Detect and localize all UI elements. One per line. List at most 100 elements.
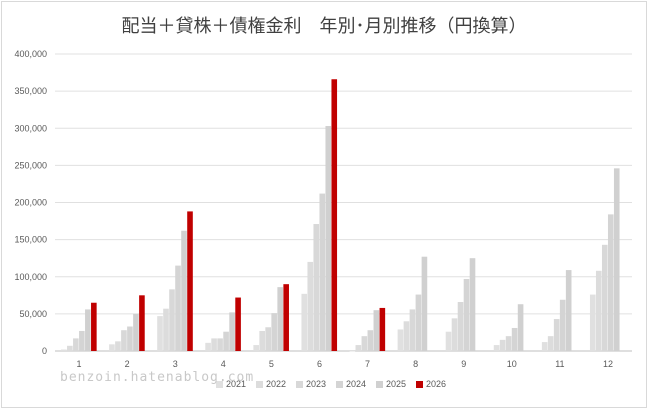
bar xyxy=(217,338,223,351)
x-tick-label: 4 xyxy=(221,359,226,369)
bar xyxy=(109,344,115,351)
legend-swatch xyxy=(296,381,303,388)
legend-label: 2024 xyxy=(346,379,366,389)
bar xyxy=(409,309,416,351)
bar xyxy=(157,316,163,351)
bar xyxy=(553,319,560,351)
bar xyxy=(211,338,217,351)
bar xyxy=(229,312,235,351)
bar xyxy=(187,211,193,351)
bar xyxy=(595,270,602,351)
bar xyxy=(589,294,596,351)
legend-swatch xyxy=(416,381,423,388)
watermark: benzoin.hatenablog.com xyxy=(60,370,255,385)
bar xyxy=(253,345,259,351)
legend-label: 2021 xyxy=(226,379,246,389)
bar xyxy=(121,330,127,351)
bar xyxy=(163,308,169,351)
bar xyxy=(463,278,470,351)
bar xyxy=(169,289,175,351)
bar xyxy=(499,339,506,351)
bar xyxy=(133,313,139,351)
bar xyxy=(493,345,500,351)
x-tick-label: 12 xyxy=(603,359,613,369)
bar xyxy=(445,331,452,351)
bar xyxy=(613,168,620,351)
bar xyxy=(565,270,572,351)
x-tick-label: 11 xyxy=(555,359,564,369)
bar xyxy=(313,224,320,351)
bar xyxy=(403,321,410,351)
bar xyxy=(223,331,229,351)
x-tick-label: 8 xyxy=(413,359,418,369)
x-tick-label: 5 xyxy=(269,359,274,369)
x-tick-label: 7 xyxy=(365,359,370,369)
legend-swatch xyxy=(336,381,343,388)
x-tick-label: 1 xyxy=(77,359,82,369)
bar xyxy=(607,214,614,351)
legend-label: 2023 xyxy=(306,379,326,389)
bar xyxy=(367,330,374,351)
y-tick-label: 150,000 xyxy=(14,235,47,245)
bar xyxy=(601,244,608,351)
bar xyxy=(235,297,241,351)
bar xyxy=(319,193,326,351)
legend-label: 2025 xyxy=(386,379,406,389)
bar xyxy=(421,256,428,351)
y-tick-label: 100,000 xyxy=(14,272,47,282)
y-tick-label: 350,000 xyxy=(14,86,47,96)
bar xyxy=(355,345,362,351)
bar xyxy=(415,294,422,351)
bar xyxy=(469,258,476,351)
bar xyxy=(541,342,548,351)
bar xyxy=(547,336,554,351)
legend-label: 2022 xyxy=(266,379,286,389)
x-tick-label: 2 xyxy=(125,359,130,369)
bar xyxy=(379,307,386,351)
y-tick-label: 200,000 xyxy=(14,198,47,208)
bar xyxy=(349,351,356,352)
bar xyxy=(175,265,181,351)
legend-swatch xyxy=(376,381,383,388)
bar xyxy=(457,301,464,351)
bar xyxy=(115,341,121,351)
x-tick-label: 6 xyxy=(317,359,322,369)
bar xyxy=(265,327,271,351)
legend-label: 2026 xyxy=(426,379,446,389)
bar xyxy=(139,295,145,351)
y-tick-label: 0 xyxy=(42,346,47,356)
bar xyxy=(277,287,283,351)
bar xyxy=(259,330,265,351)
bar xyxy=(127,326,133,351)
bar xyxy=(73,338,79,351)
bar xyxy=(373,310,380,351)
bar xyxy=(505,336,512,351)
bar xyxy=(325,126,332,352)
bar xyxy=(181,230,187,351)
bar xyxy=(511,327,518,351)
bar xyxy=(283,284,289,351)
bar xyxy=(91,302,97,351)
bar xyxy=(451,318,458,351)
bar xyxy=(517,304,524,351)
y-tick-label: 300,000 xyxy=(14,123,47,133)
y-tick-label: 250,000 xyxy=(14,160,47,170)
x-tick-label: 10 xyxy=(507,359,517,369)
bar xyxy=(67,345,73,351)
legend-swatch xyxy=(216,381,223,388)
x-tick-label: 9 xyxy=(461,359,466,369)
bar xyxy=(397,329,404,351)
bar xyxy=(307,261,314,351)
bar xyxy=(79,330,85,351)
legend-swatch xyxy=(256,381,263,388)
y-tick-label: 50,000 xyxy=(19,309,47,319)
bar xyxy=(61,349,67,351)
y-tick-label: 400,000 xyxy=(14,49,47,59)
bar xyxy=(301,293,308,351)
bar xyxy=(331,79,338,352)
x-tick-label: 3 xyxy=(173,359,178,369)
bar xyxy=(271,313,277,351)
chart-title: 配当＋貸株＋債権金利 年別･月別推移（円換算） xyxy=(121,16,527,37)
bar xyxy=(361,336,368,351)
